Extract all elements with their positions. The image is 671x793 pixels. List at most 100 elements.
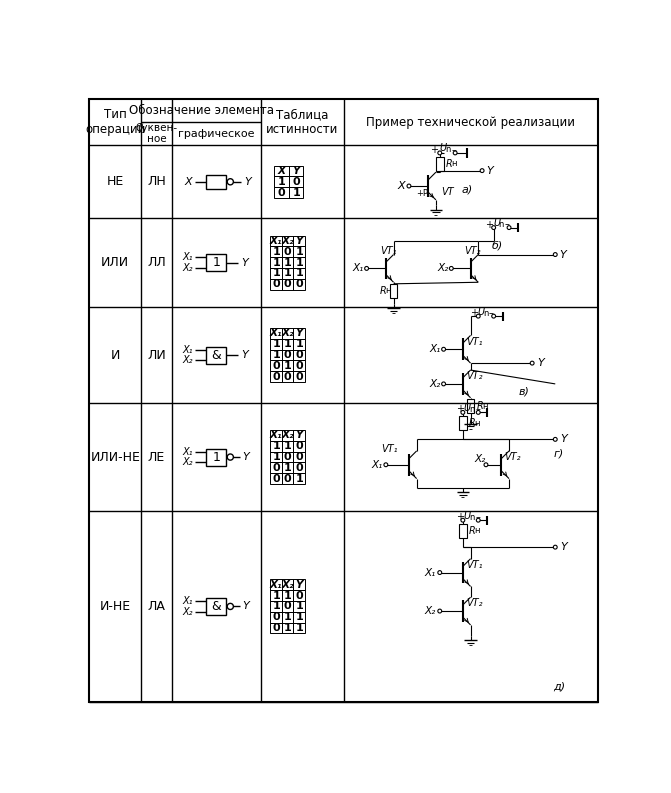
Bar	[270, 601, 282, 612]
Bar	[293, 361, 305, 371]
Text: 0: 0	[295, 372, 303, 381]
Text: 0: 0	[284, 473, 291, 484]
Text: +: +	[456, 404, 464, 414]
Text: 1: 1	[284, 258, 292, 267]
Text: 0: 0	[272, 372, 280, 381]
Bar	[274, 176, 289, 187]
Bar	[293, 350, 305, 361]
Circle shape	[442, 382, 446, 386]
Text: 1: 1	[272, 350, 280, 360]
Text: в): в)	[519, 387, 530, 396]
Text: X₁: X₁	[352, 263, 364, 274]
Bar	[270, 350, 282, 361]
Text: 1: 1	[284, 339, 292, 349]
Text: Y: Y	[242, 601, 249, 611]
Text: Y: Y	[537, 358, 544, 368]
Text: R: R	[469, 418, 476, 428]
Text: Y: Y	[293, 166, 300, 176]
Bar	[270, 452, 282, 462]
Text: Y: Y	[560, 435, 567, 444]
Text: X₁: X₁	[183, 446, 193, 457]
Circle shape	[484, 463, 488, 467]
Text: 0: 0	[284, 601, 291, 611]
Bar	[282, 247, 293, 257]
Bar	[282, 328, 293, 339]
Text: X₂: X₂	[183, 263, 193, 273]
Bar	[289, 166, 303, 176]
Bar	[270, 247, 282, 257]
Text: графическое: графическое	[178, 128, 255, 139]
Text: VT₂: VT₂	[466, 599, 482, 608]
Text: г): г)	[554, 448, 564, 458]
Text: U: U	[464, 403, 471, 413]
Text: 1: 1	[272, 601, 280, 611]
Text: +: +	[485, 220, 493, 229]
Text: U: U	[440, 144, 446, 153]
Bar	[270, 257, 282, 268]
Text: 0: 0	[295, 591, 303, 600]
Bar	[293, 339, 305, 350]
Text: 1: 1	[284, 612, 292, 623]
Bar	[293, 328, 305, 339]
Text: VT: VT	[441, 187, 454, 197]
Text: 1: 1	[272, 441, 280, 451]
Bar	[270, 328, 282, 339]
Bar	[282, 279, 293, 289]
Text: X₁: X₁	[183, 596, 193, 606]
Text: 1: 1	[295, 247, 303, 257]
Circle shape	[227, 178, 234, 185]
Text: VT₂: VT₂	[505, 452, 521, 462]
Text: 0: 0	[272, 361, 280, 371]
Text: n: n	[499, 220, 504, 229]
Text: X: X	[397, 181, 405, 191]
Bar	[293, 257, 305, 268]
Text: +: +	[456, 512, 464, 522]
Text: 0: 0	[295, 441, 303, 451]
Text: н: н	[482, 402, 488, 411]
Text: –: –	[505, 220, 509, 229]
Text: VT₂: VT₂	[466, 371, 482, 381]
Bar	[270, 441, 282, 452]
Text: –: –	[476, 512, 480, 522]
Bar	[293, 279, 305, 289]
Text: VT₁: VT₁	[381, 444, 398, 454]
Text: ИЛИ-НЕ: ИЛИ-НЕ	[91, 450, 140, 464]
Text: н: н	[474, 419, 480, 427]
Text: 0: 0	[295, 463, 303, 473]
Bar	[207, 598, 226, 615]
Bar	[467, 400, 474, 413]
Text: 1: 1	[293, 188, 300, 197]
Text: Пример технической реализации: Пример технической реализации	[366, 116, 576, 128]
Text: –: –	[451, 145, 456, 155]
Text: R: R	[469, 526, 476, 536]
Text: 1: 1	[278, 177, 285, 187]
Text: ЛИ: ЛИ	[147, 349, 166, 362]
Text: +: +	[470, 308, 478, 318]
Circle shape	[461, 411, 465, 414]
Text: X₂: X₂	[425, 606, 436, 616]
Bar	[207, 255, 226, 271]
Text: 0: 0	[295, 361, 303, 371]
Text: n: n	[470, 404, 475, 414]
Bar	[282, 612, 293, 623]
Text: 0: 0	[272, 473, 280, 484]
Circle shape	[442, 347, 446, 351]
Bar	[293, 371, 305, 382]
Text: Y: Y	[241, 258, 248, 267]
Bar	[207, 347, 226, 363]
Text: &: &	[211, 349, 221, 362]
Text: НЕ: НЕ	[107, 175, 124, 188]
Bar	[270, 612, 282, 623]
Text: n: n	[445, 145, 450, 155]
Bar	[270, 623, 282, 634]
Text: н: н	[385, 286, 391, 295]
Text: Y: Y	[560, 250, 566, 259]
Text: ЛЛ: ЛЛ	[147, 256, 166, 269]
Text: 1: 1	[284, 463, 292, 473]
Text: R: R	[477, 401, 484, 412]
Text: 1: 1	[272, 339, 280, 349]
Text: &: &	[211, 600, 221, 613]
Text: X₂: X₂	[429, 379, 441, 389]
Text: Y: Y	[486, 166, 493, 175]
Text: X₁: X₁	[270, 236, 282, 246]
